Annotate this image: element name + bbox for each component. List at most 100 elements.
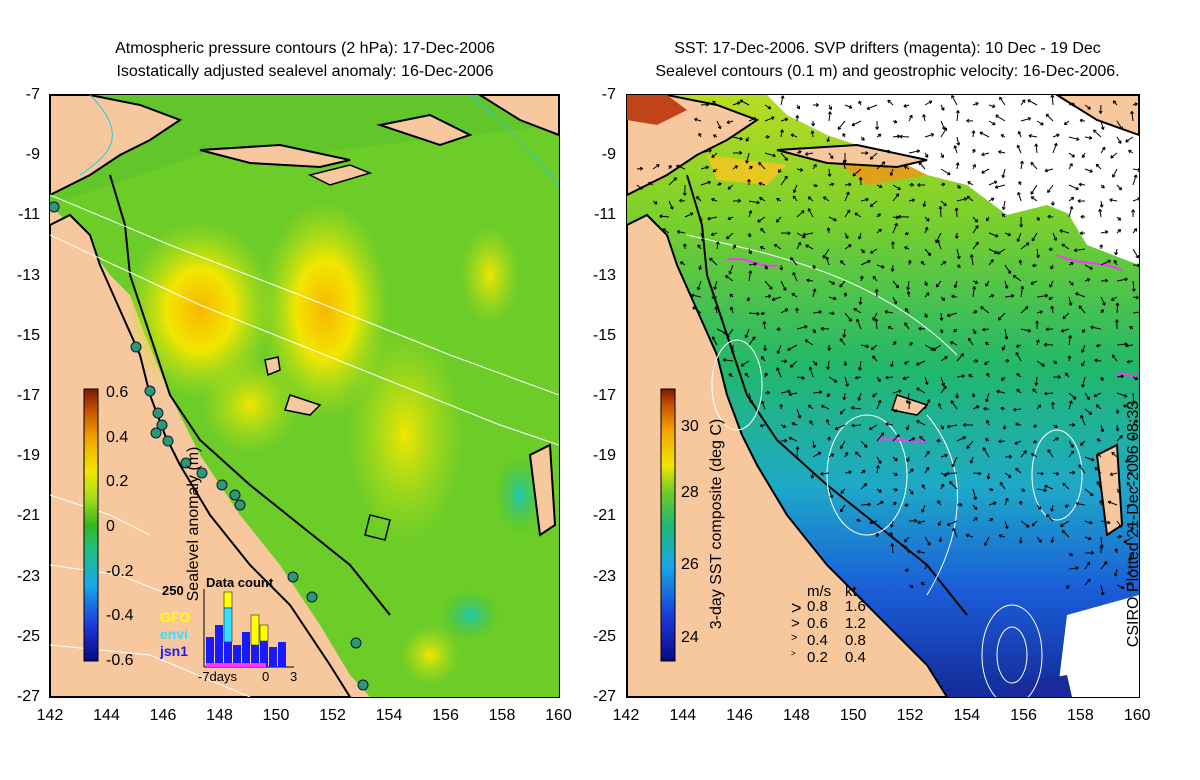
velocity-arrow xyxy=(940,356,948,362)
velocity-arrow xyxy=(851,424,862,427)
velocity-arrow-head xyxy=(995,233,999,237)
velocity-arrow xyxy=(955,207,958,218)
velocity-arrow xyxy=(740,360,750,367)
velocity-arrow-head xyxy=(795,446,799,450)
velocity-arrow-head xyxy=(1016,373,1019,377)
velocity-arrow xyxy=(968,337,974,346)
velocity-arrow-head xyxy=(916,420,919,424)
velocity-arrow-head xyxy=(865,151,869,154)
velocity-arrow xyxy=(1068,450,1075,458)
velocity-arrow-head xyxy=(944,202,947,206)
velocity-arrow xyxy=(1132,392,1135,404)
velocity-arrow-head xyxy=(1094,359,1098,363)
velocity-arrow xyxy=(1031,232,1038,242)
velocity-arrow xyxy=(872,275,878,282)
velocity-arrow xyxy=(1035,143,1038,154)
velocity-arrow xyxy=(972,504,978,510)
velocity-arrow-head xyxy=(1107,520,1111,524)
velocity-arrow-head xyxy=(940,483,944,487)
velocity-arrow xyxy=(1084,456,1095,461)
velocity-arrow-head xyxy=(724,330,727,334)
velocity-arrow-head xyxy=(1125,583,1129,587)
velocity-arrow-head xyxy=(918,328,922,331)
velocity-arrow-head xyxy=(1015,423,1019,427)
velocity-arrow xyxy=(796,325,808,330)
sst-map-graphic xyxy=(627,95,1139,697)
velocity-arrow-head xyxy=(1098,208,1101,213)
velocity-arrow xyxy=(760,228,766,234)
velocity-arrow-head xyxy=(892,268,895,272)
velocity-arrow-head xyxy=(746,160,750,164)
velocity-arrow xyxy=(812,451,822,458)
velocity-arrow-head xyxy=(1081,350,1085,353)
velocity-arrow-head xyxy=(711,234,715,237)
velocity-arrow xyxy=(1090,326,1102,330)
velocity-arrow xyxy=(924,100,933,106)
velocity-arrow-head xyxy=(890,173,894,176)
velocity-arrow-head xyxy=(776,220,780,223)
velocity-arrow xyxy=(853,308,862,314)
velocity-arrow-head xyxy=(1099,500,1102,504)
velocity-arrow xyxy=(921,504,926,513)
x-tick-label: 154 xyxy=(375,707,403,724)
velocity-arrow-head xyxy=(819,390,823,393)
velocity-arrow xyxy=(1132,419,1137,426)
velocity-arrow-head xyxy=(865,197,869,200)
velocity-arrow-head xyxy=(1071,281,1074,286)
colorbar-tick-label: 30 xyxy=(681,418,699,435)
velocity-arrow-head xyxy=(753,262,757,265)
velocity-arrow xyxy=(780,280,787,291)
velocity-arrow-head xyxy=(925,466,929,470)
velocity-arrow xyxy=(790,133,798,138)
velocity-arrow-head xyxy=(820,473,824,476)
velocity-arrow-head xyxy=(1050,95,1053,98)
velocity-arrow xyxy=(834,424,846,430)
velocity-arrow xyxy=(1100,424,1104,433)
velocity-arrow xyxy=(892,280,900,289)
velocity-arrow-head xyxy=(1104,230,1109,233)
velocity-arrow-head xyxy=(938,523,942,526)
velocity-arrow-head xyxy=(953,330,957,333)
velocity-arrow-head xyxy=(842,160,845,164)
velocity-arrow-head xyxy=(1118,534,1122,537)
velocity-arrow xyxy=(726,328,734,338)
velocity-arrow-head xyxy=(875,465,879,469)
velocity-arrow xyxy=(1051,95,1054,106)
data-count-ymax: 250 xyxy=(162,583,184,598)
velocity-arrow xyxy=(935,232,942,243)
velocity-legend-kt: 0.4 xyxy=(845,649,866,666)
velocity-arrow-head xyxy=(820,328,824,331)
velocity-arrow-head xyxy=(776,198,779,202)
velocity-arrow-head xyxy=(941,317,944,321)
velocity-arrow xyxy=(780,118,788,122)
velocity-arrow-head xyxy=(773,244,776,248)
velocity-arrow xyxy=(851,407,862,410)
velocity-arrow xyxy=(820,472,830,475)
velocity-arrow xyxy=(696,196,702,202)
y-tick-label: -15 xyxy=(592,326,616,344)
velocity-arrow xyxy=(956,198,967,202)
velocity-arrow xyxy=(787,344,798,351)
velocity-arrow xyxy=(773,244,782,250)
velocity-arrow-head xyxy=(925,292,930,295)
velocity-arrow-head xyxy=(1066,586,1070,590)
velocity-arrow-head xyxy=(784,117,788,120)
velocity-arrow xyxy=(1100,260,1111,266)
velocity-arrow-head xyxy=(728,373,731,377)
velocity-arrow-head xyxy=(1004,497,1008,501)
y-tick-label: -21 xyxy=(592,507,616,525)
x-tick-label: 142 xyxy=(612,707,640,724)
velocity-arrow-head xyxy=(1127,472,1131,476)
velocity-arrow-head xyxy=(906,427,910,431)
velocity-arrow-head xyxy=(1112,175,1116,178)
velocity-arrow xyxy=(852,168,862,177)
velocity-arrow xyxy=(1004,232,1011,236)
velocity-arrow xyxy=(1081,360,1086,367)
velocity-arrow xyxy=(866,104,878,110)
x-tick-label: 160 xyxy=(545,707,572,724)
velocity-arrow xyxy=(1127,568,1134,575)
velocity-arrow-head xyxy=(855,377,859,380)
right-title-line2: Sealevel contours (0.1 m) and geostrophi… xyxy=(655,63,1120,80)
velocity-arrow-head xyxy=(711,297,715,300)
velocity-arrow xyxy=(999,482,1006,490)
